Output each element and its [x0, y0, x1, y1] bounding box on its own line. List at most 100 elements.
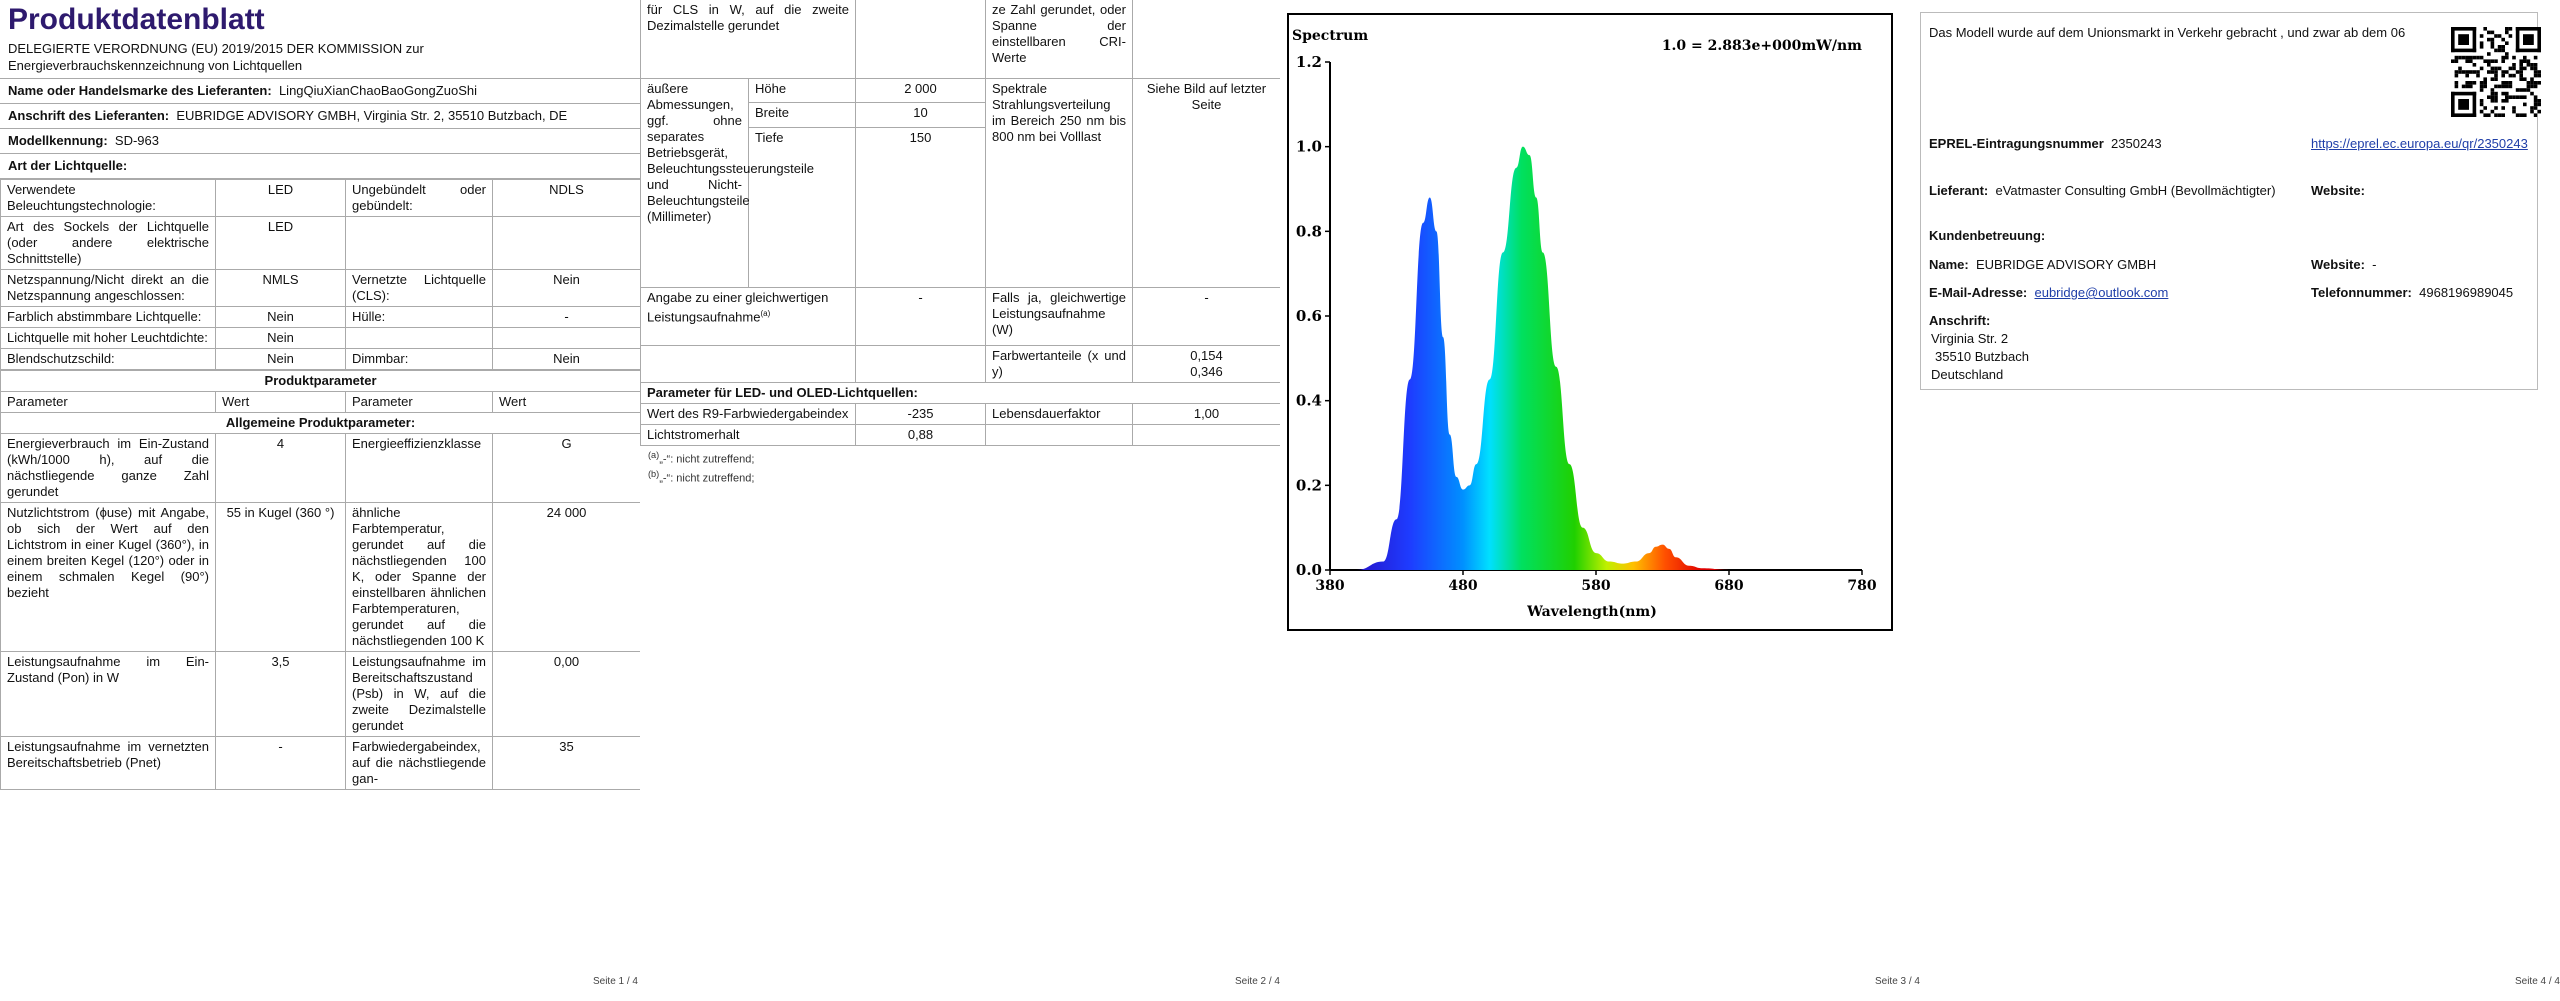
ifyes-label: Falls ja, gleichwertige Leistungsaufnahm… — [985, 286, 1133, 346]
eprel-value: 2350243 — [2111, 136, 2162, 151]
param-value: - — [215, 736, 346, 790]
type-table: Verwendete Beleuchtungstechnologie: LED Un… — [0, 179, 640, 370]
type-header: Art der Lichtquelle: — [0, 153, 640, 179]
brand-row: Name oder Handelsmarke des Lieferanten: … — [0, 78, 640, 104]
chroma-x: 0,154 — [1190, 347, 1223, 363]
chart-title: Spectrum — [1292, 28, 1368, 44]
param-label — [345, 327, 493, 349]
footnote-b-text: „-“: nicht zutreffend; — [659, 472, 755, 485]
equiv-sup: (a) — [760, 308, 771, 318]
model-value: SD-963 — [114, 133, 159, 148]
param-value: NDLS — [492, 179, 640, 217]
type-row: Verwendete Beleuchtungstechnologie: LED Un… — [0, 179, 640, 217]
x-tick-label: 780 — [1847, 578, 1876, 594]
website2-value: - — [2372, 257, 2377, 272]
chroma-label: Farbwertanteile (x und y) — [985, 344, 1133, 383]
param-value: 24 000 — [491, 502, 640, 652]
r9-label: Wert des R9-Farbwiedergabeindex — [640, 402, 856, 425]
param-label: Dimmbar: — [345, 348, 493, 370]
email-link[interactable]: eubridge@outlook.com — [2034, 285, 2169, 300]
name-value: EUBRIDGE ADVISORY GMBH — [1975, 257, 2157, 272]
website2-row: Website: - — [2311, 257, 2377, 272]
param-label: Farbwiedergabeindex, auf die nächstliege… — [345, 736, 493, 790]
param-value: Nein — [492, 269, 640, 307]
footnote-b-mark: (b) — [648, 469, 660, 480]
param-label: Leistungsaufnahme im vernetzten Bereitsc… — [0, 736, 216, 790]
param-label: Ungebündelt oder gebündelt: — [345, 179, 493, 217]
name-row: Name: EUBRIDGE ADVISORY GMBH — [1929, 257, 2156, 272]
cri-value-cont — [1132, 0, 1280, 79]
address-line-1: Virginia Str. 2 — [1931, 331, 2009, 346]
param-value: LED — [215, 216, 346, 270]
type-row: Lichtquelle mit hoher Leuchtdichte: Nein — [0, 327, 640, 349]
param-label: Vernetzte Lichtquelle (CLS): — [345, 269, 493, 307]
general-row: Leistungsaufnahme im Ein-Zustand (Pon) i… — [0, 651, 640, 737]
param-value: 3,5 — [215, 651, 346, 737]
param-value: - — [492, 306, 640, 328]
y-tick-label: 1.2 — [1296, 53, 1322, 71]
eprel-link-wrap: https://eprel.ec.europa.eu/qr/2350243 — [2311, 136, 2531, 151]
chart-frame — [1287, 13, 1893, 631]
maintenance-label: Lichtstromerhalt — [640, 423, 856, 446]
general-params-header: Allgemeine Produktparameter: — [0, 412, 640, 434]
footnote-b: (b)„-“: nicht zutreffend; — [648, 469, 1272, 485]
footnote-a-text: „-“: nicht zutreffend; — [659, 453, 755, 466]
page-4: Seite 4 / 4 — [1920, 0, 2560, 1001]
chroma-y: 0,346 — [1190, 363, 1223, 379]
param-label: Blendschutzschild: — [0, 348, 216, 370]
address-value: EUBRIDGE ADVISORY GMBH, Virginia Str. 2,… — [176, 108, 568, 123]
type-table-body: Verwendete Beleuchtungstechnologie: LED Un… — [0, 179, 640, 370]
email-label: E-Mail-Adresse: — [1929, 285, 2028, 300]
param-value: Nein — [492, 348, 640, 370]
param-label — [345, 216, 493, 270]
x-tick-label: 580 — [1581, 578, 1610, 594]
empty-cell — [1132, 423, 1280, 446]
support-label: Kundenbetreuung: — [1929, 228, 2046, 243]
brand-label: Name oder Handelsmarke des Lieferanten: — [8, 83, 272, 98]
qr-code-icon[interactable] — [2451, 27, 2541, 117]
brand-value: LingQiuXianChaoBaoGongZuoShi — [278, 83, 477, 98]
address-label: Anschrift: — [1929, 313, 1991, 328]
y-tick-label: 1.0 — [1296, 138, 1322, 156]
footnote-a: (a)„-“: nicht zutreffend; — [648, 450, 1272, 466]
page-1: Produktdatenblatt DELEGIERTE VERORDNUNG … — [0, 0, 641, 1001]
param-value — [492, 216, 640, 270]
param-value: LED — [215, 179, 346, 217]
page-3: Spectrum 1.0 = 2.883e+000mW/nm Wavelengt… — [1280, 0, 1921, 1001]
market-intro: Das Modell wurde auf dem Unionsmarkt in … — [1929, 25, 2406, 40]
general-row: Energieverbrauch im Ein-Zustand (kWh/100… — [0, 433, 640, 503]
phone-label: Telefonnummer: — [2311, 285, 2412, 300]
x-axis-label: Wavelength(nm) — [1526, 604, 1657, 620]
x-tick-label: 480 — [1448, 578, 1477, 594]
supplier-row: Lieferant: eVatmaster Consulting GmbH (B… — [1929, 183, 2299, 198]
param-label: Leistungsaufnahme im Bereitschaftszustan… — [345, 651, 493, 737]
param-label: Lichtquelle mit hoher Leuchtdichte: — [0, 327, 216, 349]
type-row: Netzspannung/Nicht direkt an die Netzspa… — [0, 269, 640, 307]
y-tick-label: 0.2 — [1296, 476, 1322, 494]
spectrum-series — [1330, 146, 1862, 570]
y-tick-label: 0.6 — [1296, 307, 1322, 325]
col-value: Wert — [215, 391, 346, 413]
eprel-link[interactable]: https://eprel.ec.europa.eu/qr/2350243 — [2311, 136, 2528, 151]
param-label: Verwendete Beleuchtungstechnologie: — [0, 179, 216, 217]
param-label: Energieverbrauch im Ein-Zustand (kWh/100… — [0, 433, 216, 503]
address-line-2: 35510 Butzbach — [1935, 349, 2029, 364]
depth-label: Tiefe — [748, 126, 856, 288]
website2-label: Website: — [2311, 257, 2365, 272]
width-label: Breite — [748, 102, 856, 128]
website-label: Website: — [2311, 183, 2365, 198]
cri-label: ze Zahl gerundet, oder Spanne der einste… — [985, 0, 1133, 79]
param-label: Leistungsaufnahme im Ein-Zustand (Pon) i… — [0, 651, 216, 737]
param-label: Art des Sockels der Lichtquelle (oder an… — [0, 216, 216, 270]
r9-value: -235 — [855, 402, 986, 425]
general-row: Nutzlichtstrom (ϕuse) mit Angabe, ob sic… — [0, 502, 640, 652]
param-value: G — [491, 433, 640, 503]
product-params-header: Produktparameter — [0, 370, 640, 392]
param-label: Nutzlichtstrom (ϕuse) mit Angabe, ob sic… — [0, 502, 216, 652]
dimensions-label: äußere Abmessungen, ggf. ohne separates … — [640, 77, 814, 288]
page2-table: für CLS in W, auf die zweite Dezimalstel… — [640, 0, 1280, 446]
cls-standby-value — [855, 0, 986, 79]
supplier-table: Name oder Handelsmarke des Lieferanten: … — [0, 78, 640, 179]
page-number: Seite 2 / 4 — [1234, 976, 1280, 987]
footnote-a-mark: (a) — [648, 449, 660, 460]
